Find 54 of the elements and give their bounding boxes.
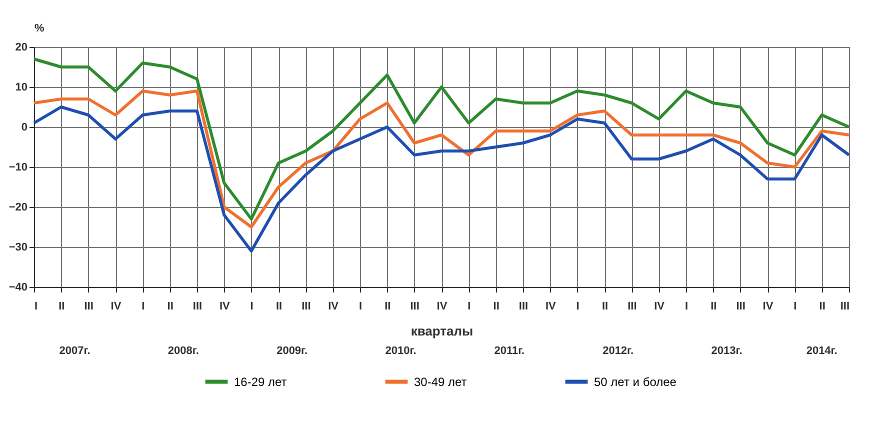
text: 2013г. xyxy=(711,345,742,357)
line-series xyxy=(32,58,850,220)
x-tick-label: II xyxy=(602,300,608,312)
x-tick-label: III xyxy=(518,300,528,312)
x-tick-label: III xyxy=(736,300,746,312)
line-series xyxy=(32,90,850,228)
x-tick-label: IV xyxy=(110,300,122,312)
x-tick-label: I xyxy=(576,300,580,312)
x-tick-label: III xyxy=(192,300,202,312)
x-tick-label: II xyxy=(58,300,65,312)
x-tick-label: II xyxy=(819,300,826,312)
y-tick-label: −20 xyxy=(8,202,28,214)
x-tick-label: II xyxy=(167,300,174,312)
x-tick-label: I xyxy=(794,300,797,312)
x-tick-label: III xyxy=(410,300,420,312)
x-tick-label: II xyxy=(493,300,500,312)
legend-label: 50 лет и более xyxy=(594,374,677,389)
text: 2014г. xyxy=(806,345,838,357)
legend-label: 16-29 лет xyxy=(234,374,288,389)
line-series xyxy=(32,106,850,252)
x-tick-label: IV xyxy=(762,300,774,312)
x-tick-label: III xyxy=(84,300,94,312)
x-tick-label: III xyxy=(840,300,850,312)
y-tick-label: −40 xyxy=(8,282,28,294)
x-tick-label: IV xyxy=(654,300,666,312)
y-tick-label: 10 xyxy=(15,82,28,94)
y-axis-title: % xyxy=(34,22,44,34)
x-tick-label: IV xyxy=(436,300,448,312)
x-tick-label: II xyxy=(276,300,282,312)
x-tick-label: I xyxy=(684,300,688,312)
x-tick-label: I xyxy=(250,300,254,312)
x-tick-label: IV xyxy=(328,300,340,312)
legend-label: 30-49 лет xyxy=(414,374,468,389)
x-tick-label: III xyxy=(302,300,311,312)
x-tick-label: III xyxy=(628,300,637,312)
text: 2010г. xyxy=(385,345,416,357)
y-tick-label: −10 xyxy=(8,162,28,174)
text: 2011г. xyxy=(494,345,525,357)
x-axis-title: кварталы xyxy=(410,324,474,338)
y-tick-label: 0 xyxy=(21,122,28,134)
text: 2012г. xyxy=(602,345,634,357)
x-tick-label: I xyxy=(468,300,471,312)
x-tick-label: IV xyxy=(545,300,557,312)
text: 2008г. xyxy=(168,345,199,357)
x-tick-label: IV xyxy=(219,300,231,312)
x-tick-label: II xyxy=(384,300,391,312)
x-tick-label: II xyxy=(710,300,717,312)
y-tick-label: −30 xyxy=(8,242,28,254)
y-tick-label: 20 xyxy=(15,42,28,54)
x-tick-label: I xyxy=(142,300,145,312)
text: 2009г. xyxy=(276,345,308,357)
x-tick-label: I xyxy=(34,300,38,312)
text: 2007г. xyxy=(59,345,90,357)
x-tick-label: I xyxy=(358,300,362,312)
